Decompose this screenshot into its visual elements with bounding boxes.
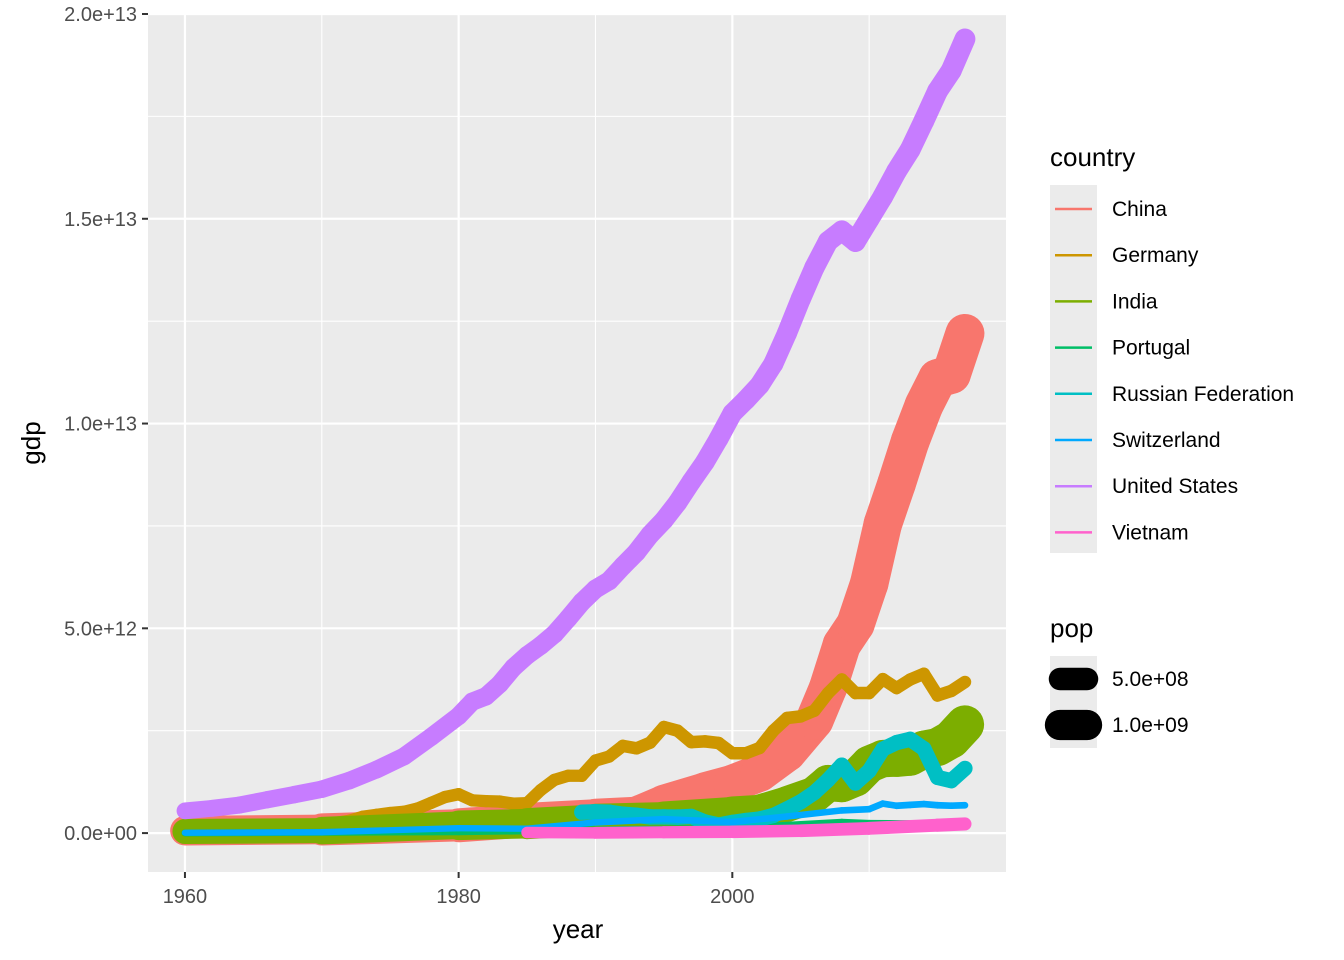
series-segment bbox=[931, 313, 985, 394]
series-germany bbox=[315, 667, 972, 831]
legend-color-keys-background bbox=[1050, 185, 1097, 553]
series-vietnam bbox=[521, 817, 972, 839]
legend-color-label: Vietnam bbox=[1112, 521, 1189, 544]
series-switzerland bbox=[181, 800, 969, 836]
y-tick-label: 1.0e+13 bbox=[64, 414, 137, 436]
legend: country China Germany India Portugal Russian… bbox=[1044, 142, 1294, 748]
series-segment bbox=[943, 760, 973, 789]
legend-color-label: United States bbox=[1112, 475, 1238, 498]
series-layer bbox=[170, 28, 985, 846]
series-segment bbox=[783, 807, 846, 820]
y-axis-title: gdp bbox=[16, 421, 46, 464]
legend-color-label: Switzerland bbox=[1112, 429, 1221, 452]
series-segment bbox=[838, 805, 873, 814]
series-segment bbox=[940, 28, 976, 81]
legend-color-label: China bbox=[1112, 198, 1167, 221]
series-united-states bbox=[176, 28, 976, 820]
x-tick-label: 2000 bbox=[710, 886, 755, 908]
series-segment bbox=[862, 818, 945, 835]
legend-color-label: Germany bbox=[1112, 244, 1199, 267]
series-segment bbox=[726, 824, 807, 839]
x-tick-label: 1960 bbox=[163, 886, 208, 908]
legend-color-title: country bbox=[1050, 142, 1135, 172]
series-segment bbox=[589, 826, 670, 839]
legend-color-label: Russian Federation bbox=[1112, 383, 1294, 406]
legend-size-label: 5.0e+08 bbox=[1112, 668, 1189, 691]
legend-color-label: Portugal bbox=[1112, 337, 1190, 360]
series-segment bbox=[660, 815, 736, 826]
legend-color-label: India bbox=[1112, 290, 1158, 313]
legend-size-label: 1.0e+09 bbox=[1112, 714, 1189, 737]
x-axis-title: year bbox=[553, 914, 604, 944]
series-segment bbox=[794, 821, 876, 838]
axes: 1960 1980 2000 0.0e+00 5.0e+12 1.0e+13 1.5e+13… bbox=[64, 4, 754, 908]
series-segment bbox=[318, 825, 462, 836]
legend-size-title: pop bbox=[1050, 613, 1093, 643]
y-tick-label: 1.5e+13 bbox=[64, 209, 137, 231]
y-tick-label: 0.0e+00 bbox=[64, 823, 137, 845]
y-tick-label: 2.0e+13 bbox=[64, 4, 137, 26]
y-tick-label: 5.0e+12 bbox=[64, 618, 137, 640]
series-segment bbox=[944, 675, 972, 698]
series-segment bbox=[592, 815, 668, 826]
series-segment bbox=[932, 705, 985, 759]
legend-size-entries: 5.0e+08 1.0e+09 bbox=[1044, 667, 1189, 741]
legend-color-entries: China Germany India Portugal Russian Federat… bbox=[1055, 198, 1294, 544]
series-segment bbox=[729, 813, 791, 826]
panel-background bbox=[148, 14, 1006, 872]
series-segment bbox=[931, 817, 972, 832]
x-tick-label: 1980 bbox=[436, 886, 481, 908]
